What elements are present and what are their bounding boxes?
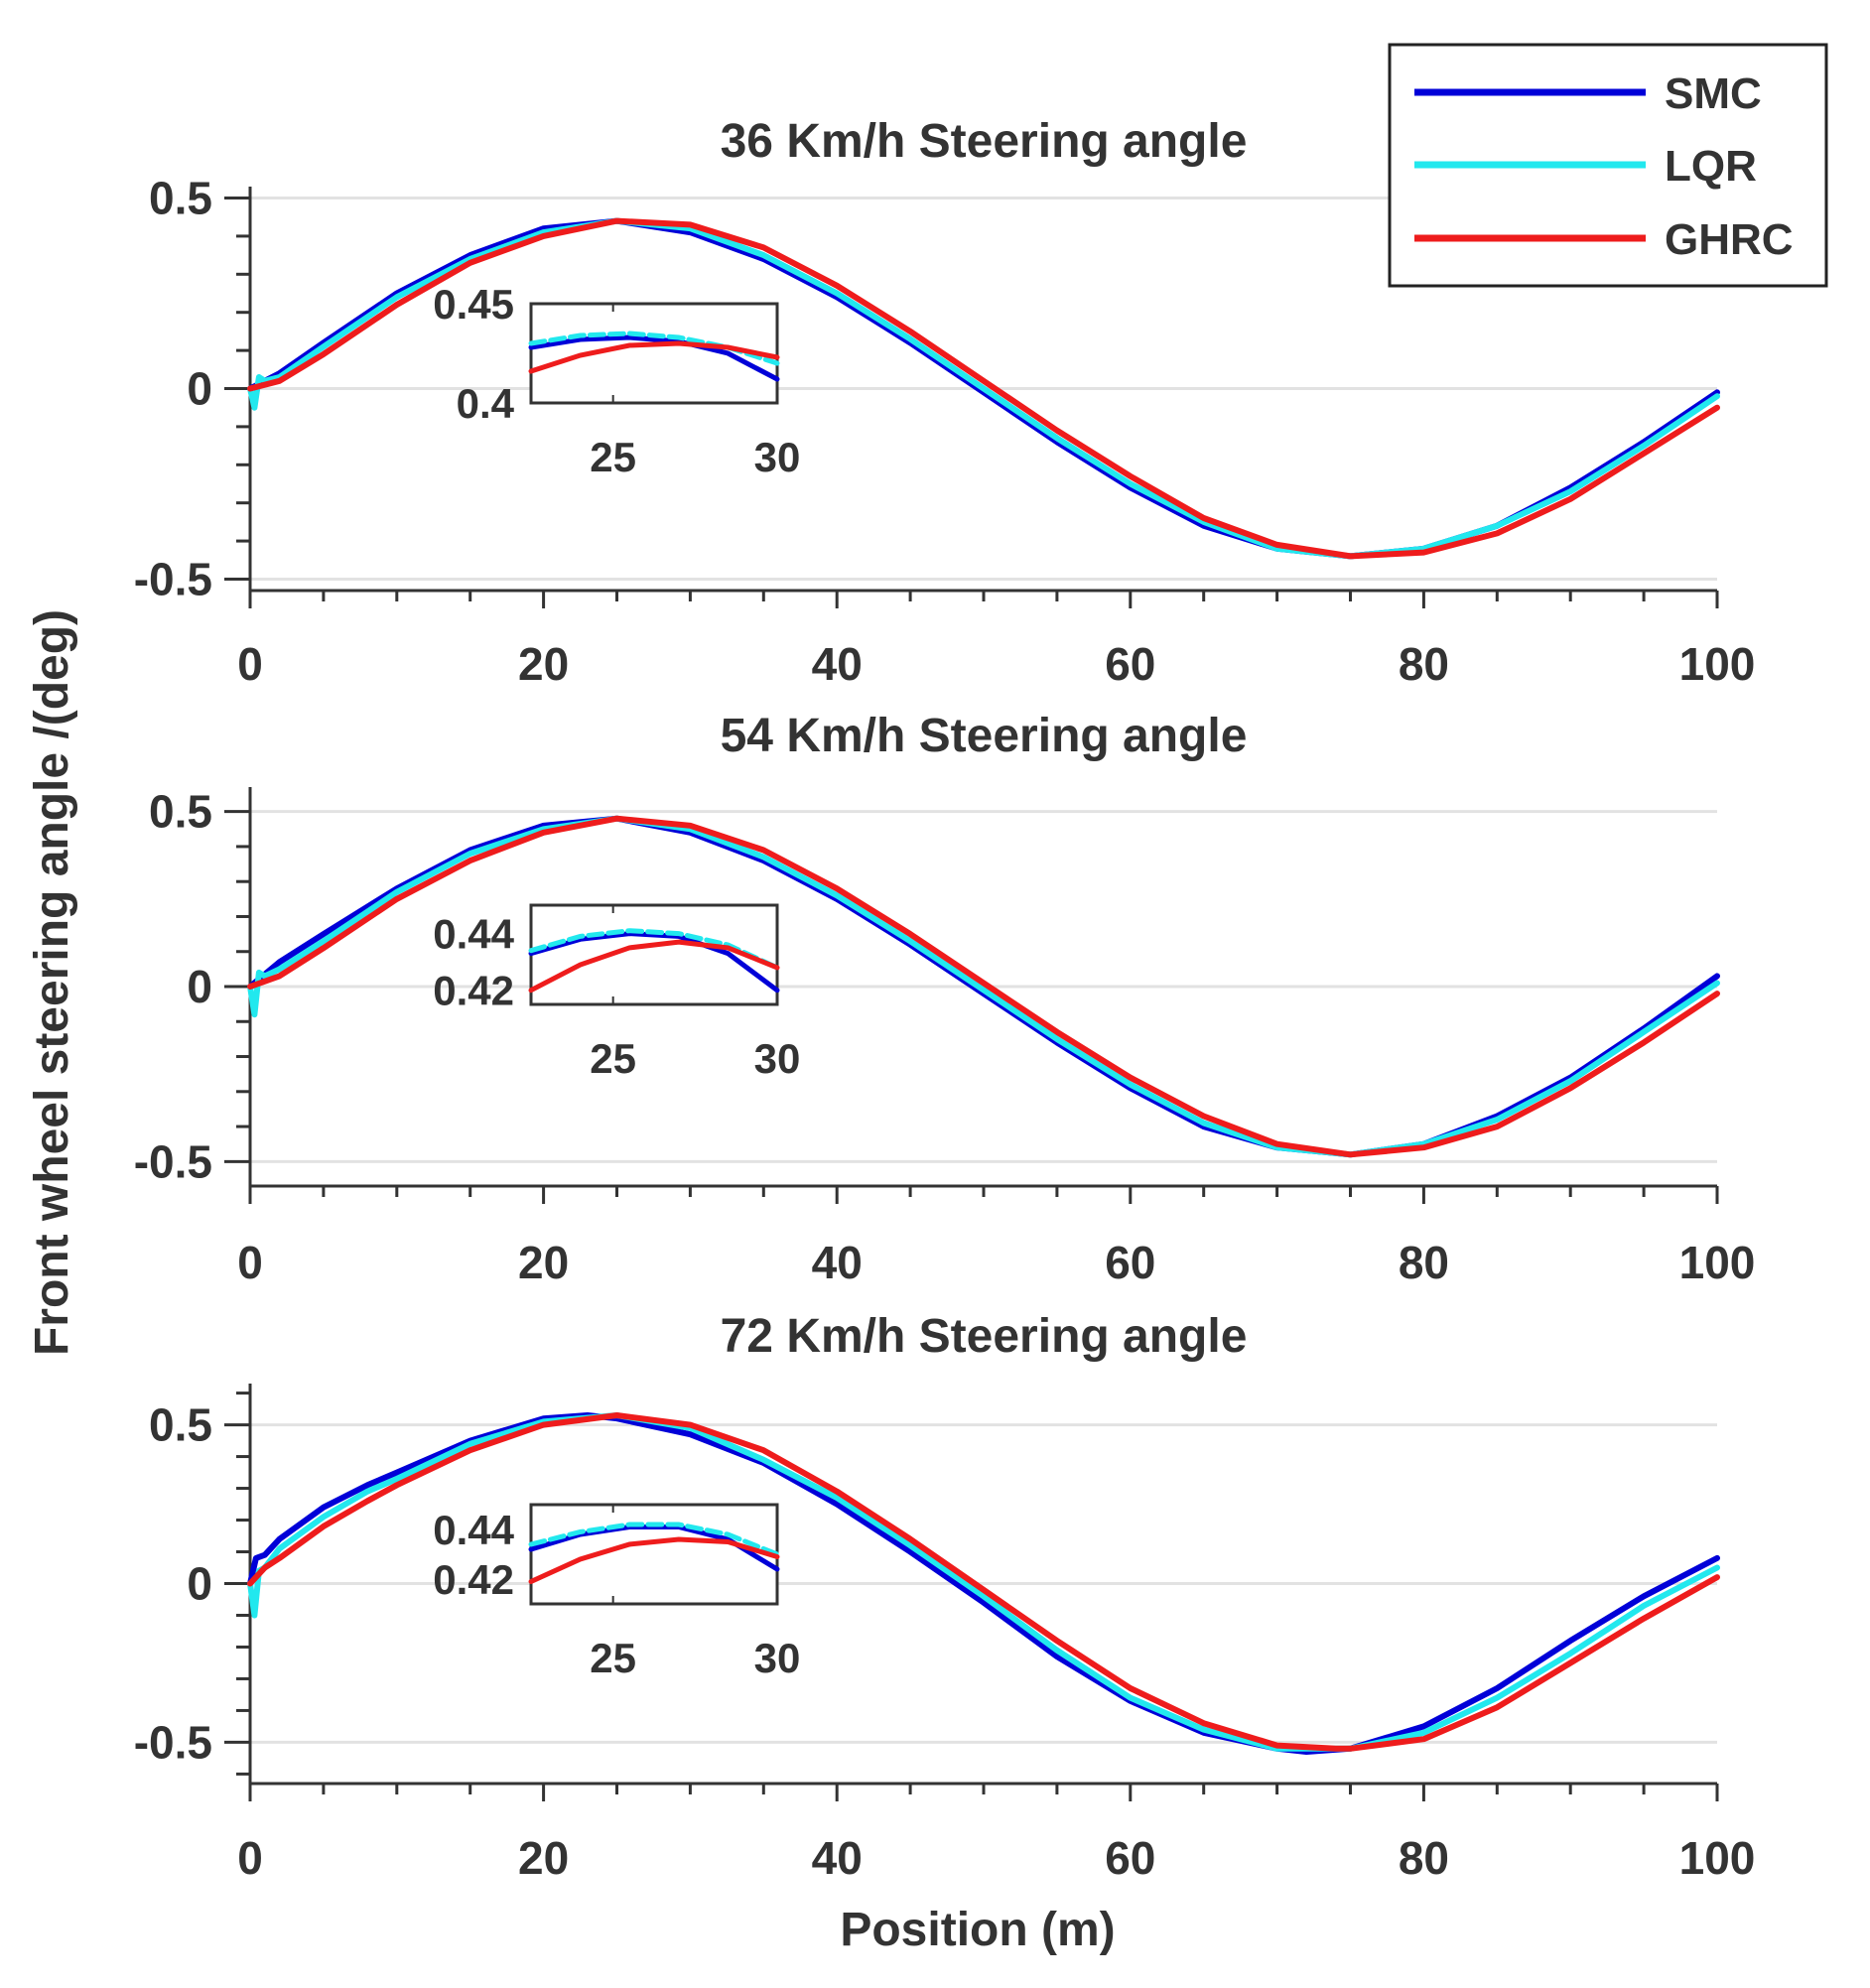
inset-y-tick-label: 0.44 bbox=[433, 911, 514, 958]
inset-x-tick-label: 25 bbox=[590, 1035, 636, 1082]
x-tick-label: 80 bbox=[1399, 638, 1449, 690]
subplot-title: 36 Km/h Steering angle bbox=[721, 115, 1248, 168]
x-tick-label: 20 bbox=[518, 1237, 569, 1288]
inset-y-tick-label: 0.45 bbox=[433, 281, 514, 328]
x-tick-label: 100 bbox=[1679, 1237, 1756, 1288]
x-tick-label: 0 bbox=[237, 638, 263, 690]
x-tick-label: 0 bbox=[237, 1237, 263, 1288]
inset-x-tick-label: 30 bbox=[754, 434, 801, 480]
x-axis-label: Position (m) bbox=[840, 1904, 1115, 1956]
y-tick-label: 0.5 bbox=[149, 1399, 212, 1451]
x-tick-label: 40 bbox=[812, 1832, 863, 1884]
legend-label-smc: SMC bbox=[1665, 69, 1762, 118]
legend-label-ghrc: GHRC bbox=[1665, 215, 1794, 264]
inset-y-tick-label: 0.42 bbox=[433, 1556, 514, 1603]
inset-series-line-smc bbox=[528, 334, 780, 382]
x-tick-label: 20 bbox=[518, 1832, 569, 1884]
inset-series-line-ghrc bbox=[528, 939, 780, 994]
series-line-ghrc bbox=[247, 1412, 1720, 1752]
y-tick-label: 0 bbox=[187, 961, 212, 1012]
y-tick-label: 0 bbox=[187, 363, 212, 415]
inset-x-tick-label: 25 bbox=[590, 434, 636, 480]
x-tick-label: 0 bbox=[237, 1832, 263, 1884]
x-tick-label: 80 bbox=[1399, 1832, 1449, 1884]
x-tick-label: 20 bbox=[518, 638, 569, 690]
inset-y-tick-label: 0.42 bbox=[433, 968, 514, 1014]
x-tick-label: 60 bbox=[1105, 1832, 1155, 1884]
inset-series-line-ghrc bbox=[528, 340, 780, 374]
x-tick-label: 100 bbox=[1679, 638, 1756, 690]
y-tick-label: 0 bbox=[187, 1558, 212, 1610]
inset-series-line-ghrc bbox=[528, 1536, 780, 1584]
inset-box bbox=[529, 903, 779, 1006]
inset-series-line-lqr bbox=[528, 1522, 780, 1557]
inset-box bbox=[529, 1503, 779, 1606]
subplot-2: 54 Km/h Steering angle 0 20 40 60 80 100 -0.5 0 0… bbox=[134, 710, 1756, 1288]
series-line-lqr bbox=[247, 815, 1720, 1158]
y-tick-label: 0.5 bbox=[149, 173, 212, 224]
series-line-ghrc bbox=[247, 217, 1720, 560]
x-tick-label: 60 bbox=[1105, 638, 1155, 690]
subplot-title: 54 Km/h Steering angle bbox=[721, 710, 1248, 762]
legend: SMC LQR GHRC bbox=[1388, 43, 1828, 288]
inset-x-tick-label: 30 bbox=[754, 1035, 801, 1082]
subplot-title: 72 Km/h Steering angle bbox=[721, 1310, 1248, 1363]
x-tick-label: 80 bbox=[1399, 1237, 1449, 1288]
subplots: 36 Km/h Steering angle 0 20 40 60 80 100 -0.5 0 0… bbox=[134, 115, 1756, 1884]
x-tick-label: 60 bbox=[1105, 1237, 1155, 1288]
series-line-lqr bbox=[247, 217, 1720, 560]
inset-y-tick-label: 0.44 bbox=[433, 1507, 514, 1553]
x-tick-label: 100 bbox=[1679, 1832, 1756, 1884]
y-tick-label: 0.5 bbox=[149, 786, 212, 838]
subplot-1: 36 Km/h Steering angle 0 20 40 60 80 100 -0.5 0 0… bbox=[134, 115, 1756, 690]
series-line-lqr bbox=[247, 1412, 1720, 1752]
zoom-inset: 25 30 0.4 0.45 bbox=[433, 281, 800, 480]
inset-box bbox=[529, 302, 779, 405]
zoom-inset: 25 30 0.420.44 bbox=[433, 1503, 801, 1681]
series-line-smc bbox=[247, 1412, 1720, 1755]
subplot-3: 72 Km/h Steering angle 0 20 40 60 80 100 -0.5 0 0… bbox=[134, 1310, 1756, 1884]
y-tick-label: -0.5 bbox=[134, 1135, 212, 1187]
x-tick-label: 40 bbox=[812, 1237, 863, 1288]
inset-x-tick-label: 30 bbox=[754, 1635, 801, 1681]
zoom-inset: 25 30 0.42 0.44 bbox=[433, 903, 801, 1082]
y-tick-label: -0.5 bbox=[134, 1716, 212, 1768]
y-axis-label: Front wheel steering angle /(deg) bbox=[26, 609, 78, 1356]
inset-x-tick-label: 25 bbox=[590, 1635, 636, 1681]
inset-series-line-smc bbox=[528, 931, 780, 994]
legend-label-lqr: LQR bbox=[1665, 142, 1757, 191]
y-tick-label: -0.5 bbox=[134, 553, 212, 604]
inset-y-tick-label: 0.4 bbox=[457, 380, 515, 427]
series-line-ghrc bbox=[247, 815, 1720, 1158]
x-tick-label: 40 bbox=[812, 638, 863, 690]
